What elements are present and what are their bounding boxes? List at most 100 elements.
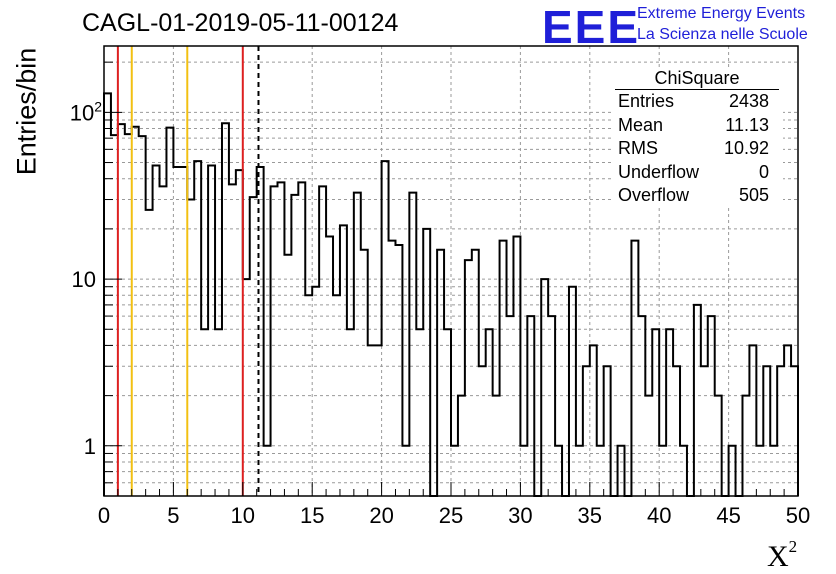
histogram-bin	[236, 170, 243, 496]
histogram-bin	[680, 446, 687, 496]
histogram-bin	[368, 345, 375, 496]
axes-layer: 0 5 10 15 20 25 30 35 40 45 50 1 10 102	[70, 45, 810, 528]
histogram-bin	[291, 195, 298, 496]
histogram-bin	[472, 250, 479, 496]
histogram-bin	[673, 366, 680, 496]
histogram-bin	[278, 182, 285, 496]
histogram-bin	[125, 134, 132, 496]
histogram-bin	[708, 316, 715, 496]
y-tick-label: 1	[84, 434, 96, 459]
histogram-bin	[222, 123, 229, 496]
x-tick-label: 30	[508, 503, 532, 528]
chart-title: CAGL-01-2019-05-11-00124	[82, 9, 399, 37]
histogram-bin	[444, 329, 451, 496]
histogram-bin	[201, 329, 208, 496]
stats-label: Mean	[618, 114, 664, 135]
histogram-bin	[319, 186, 326, 496]
histogram-bin	[166, 128, 173, 496]
histogram-bin	[409, 193, 416, 496]
histogram-outline	[103, 92, 799, 497]
histogram-bin	[139, 136, 146, 496]
histogram-bin	[597, 446, 604, 496]
histogram-bin	[423, 229, 430, 496]
histogram-bin	[180, 167, 187, 496]
histogram-bin	[284, 255, 291, 496]
histogram-bin	[465, 260, 472, 496]
histogram-bin	[479, 366, 486, 496]
stats-row-overflow: Overflow 505	[611, 184, 783, 208]
histogram-bin	[770, 446, 777, 496]
histogram-bin	[493, 396, 500, 496]
histogram-bin	[333, 295, 340, 496]
x-tick-label: 35	[578, 503, 602, 528]
stats-row-mean: Mean 11.13	[611, 114, 783, 138]
x-tick-label: 0	[98, 503, 110, 528]
stats-value: 2438	[728, 91, 769, 111]
histogram-bin	[791, 366, 798, 496]
histogram-bin	[541, 279, 548, 496]
histogram-bin	[340, 225, 347, 496]
histogram-bin	[458, 396, 465, 496]
histogram-bin	[347, 329, 354, 496]
stats-row-underflow: Underflow 0	[611, 161, 783, 185]
histogram-bin	[659, 446, 666, 496]
stats-box: ChiSquare Entries 2438 Mean 11.13 RMS 10…	[611, 67, 783, 208]
histogram-bin	[208, 165, 215, 496]
histogram-bin	[513, 237, 520, 496]
histogram-bin	[312, 287, 319, 496]
stats-row-entries: Entries 2438	[611, 90, 783, 114]
histogram-bin	[354, 193, 361, 496]
histogram-bin	[451, 446, 458, 496]
histogram-bin	[305, 295, 312, 496]
histogram-bin	[229, 184, 236, 496]
histogram-bin	[500, 241, 507, 496]
histogram-bin	[146, 210, 153, 496]
histogram-bin	[215, 329, 222, 496]
histogram-bin	[590, 345, 597, 496]
x-tick-label: 45	[716, 503, 740, 528]
stats-title: ChiSquare	[615, 67, 779, 90]
histogram-bin	[576, 446, 583, 496]
histogram-bin	[507, 316, 514, 496]
x-tick-label: 25	[439, 503, 463, 528]
stats-value: 0	[758, 161, 769, 182]
histogram-bin	[132, 127, 139, 496]
histogram-bin	[395, 245, 402, 496]
x-tick-label: 40	[647, 503, 671, 528]
histogram-bin	[638, 316, 645, 496]
histogram-bin	[784, 345, 791, 496]
reference-lines-layer	[116, 46, 260, 496]
histogram-bin	[777, 366, 784, 496]
histogram-bin	[153, 165, 160, 496]
x-tick-label: 50	[786, 503, 810, 528]
histogram-bin	[701, 366, 708, 496]
histogram-bin	[645, 396, 652, 496]
histogram-bin	[569, 287, 576, 496]
stats-label: Overflow	[618, 185, 690, 205]
histogram-bin	[631, 241, 638, 496]
stats-value: 505	[738, 185, 769, 205]
stats-label: Underflow	[618, 161, 700, 182]
histogram-bin	[264, 446, 271, 496]
stats-label: RMS	[618, 138, 658, 158]
stats-value: 10.92	[723, 138, 769, 158]
histogram-bin	[652, 329, 659, 496]
histogram-bin	[742, 396, 749, 496]
histogram-bin	[326, 237, 333, 496]
histogram-bin	[520, 446, 527, 496]
histogram-bin	[382, 161, 389, 496]
histogram-bin	[756, 446, 763, 496]
histogram-bin	[173, 167, 180, 496]
stats-value: 11.13	[725, 114, 769, 135]
histogram-bin	[402, 446, 409, 496]
histogram-bin	[437, 250, 444, 496]
y-tick-label: 10	[72, 267, 96, 292]
histogram-bin	[749, 345, 756, 496]
histogram-bin	[250, 197, 257, 496]
histogram-bin	[375, 345, 382, 496]
stats-label: Entries	[618, 91, 675, 111]
histogram-bin	[583, 366, 590, 496]
histogram-bin	[763, 366, 770, 496]
logo-line-2: La Scienza nelle Scuole	[637, 26, 808, 43]
